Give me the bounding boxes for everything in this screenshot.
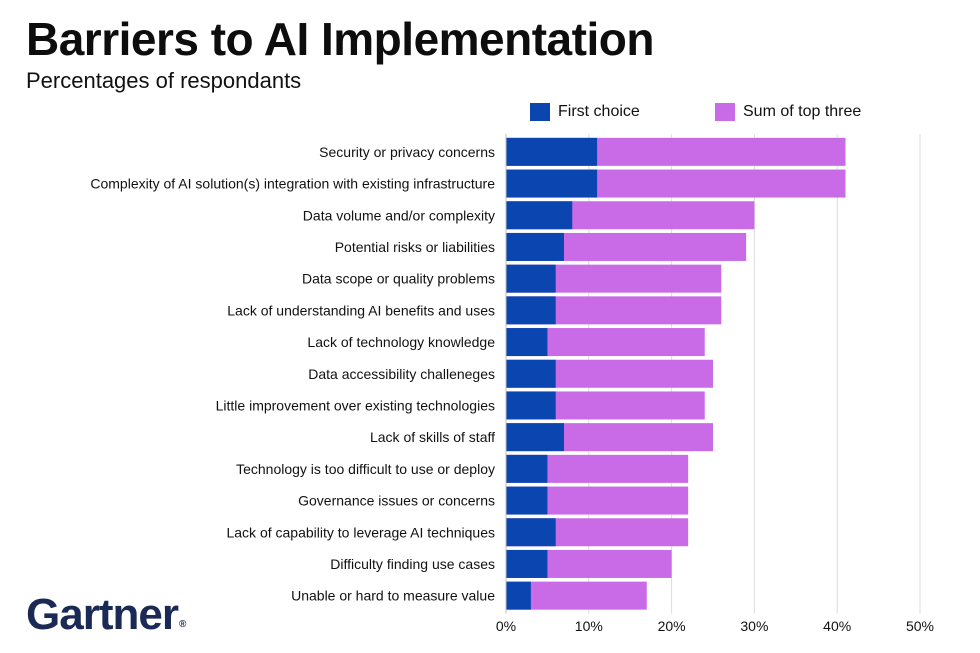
category-label: Lack of technology knowledge xyxy=(307,334,495,350)
bar-first-choice xyxy=(506,137,598,166)
legend-item-first-choice: First choice xyxy=(530,101,640,123)
bar-first-choice xyxy=(506,391,556,420)
bar-first-choice xyxy=(506,581,531,610)
legend-item-sum-top-three: Sum of top three xyxy=(715,101,861,123)
logo-text: Gartner xyxy=(26,590,179,639)
legend-swatch-sum-top-three xyxy=(715,103,735,121)
bar-first-choice xyxy=(506,169,598,198)
bar-first-choice xyxy=(506,518,556,547)
category-label: Governance issues or concerns xyxy=(298,493,495,509)
bar-first-choice xyxy=(506,232,564,261)
legend-label-first-choice: First choice xyxy=(558,103,640,120)
gartner-logo: Gartner® xyxy=(26,590,186,652)
x-tick-label: 20% xyxy=(658,618,686,634)
category-label: Difficulty finding use cases xyxy=(330,556,495,572)
category-label: Data scope or quality problems xyxy=(302,271,495,287)
bar-first-choice xyxy=(506,549,548,578)
bar-first-choice xyxy=(506,423,564,452)
category-label: Data accessibility challeneges xyxy=(308,366,495,382)
x-tick-label: 50% xyxy=(906,618,934,634)
bar-first-choice xyxy=(506,486,548,515)
bar-first-choice xyxy=(506,359,556,388)
bar-first-choice xyxy=(506,264,556,293)
bar-first-choice xyxy=(506,201,573,230)
chart-legend: First choice Sum of top three xyxy=(0,101,980,123)
bar-first-choice xyxy=(506,454,548,483)
category-label: Complexity of AI solution(s) integration… xyxy=(90,176,495,192)
registered-mark: ® xyxy=(178,619,186,630)
category-label: Lack of skills of staff xyxy=(370,429,495,445)
category-label: Lack of capability to leverage AI techni… xyxy=(226,524,495,540)
category-label: Unable or hard to measure value xyxy=(291,588,495,604)
chart-subtitle: Percentages of respondants xyxy=(26,68,302,93)
category-label: Little improvement over existing technol… xyxy=(216,397,495,413)
x-tick-label: 30% xyxy=(740,618,768,634)
legend-swatch-first-choice xyxy=(530,103,550,121)
category-label: Potential risks or liabilities xyxy=(335,239,495,255)
category-label: Security or privacy concerns xyxy=(319,144,495,160)
category-label: Lack of understanding AI benefits and us… xyxy=(227,302,495,318)
legend-label-sum-top-three: Sum of top three xyxy=(743,103,862,120)
category-label: Data volume and/or complexity xyxy=(303,207,495,223)
x-tick-label: 10% xyxy=(575,618,603,634)
chart-title: Barriers to AI Implementation xyxy=(26,13,654,65)
x-tick-label: 0% xyxy=(496,618,516,634)
bar-first-choice xyxy=(506,296,556,325)
x-tick-label: 40% xyxy=(823,618,851,634)
bar-first-choice xyxy=(506,328,548,357)
category-label: Technology is too difficult to use or de… xyxy=(236,461,495,477)
